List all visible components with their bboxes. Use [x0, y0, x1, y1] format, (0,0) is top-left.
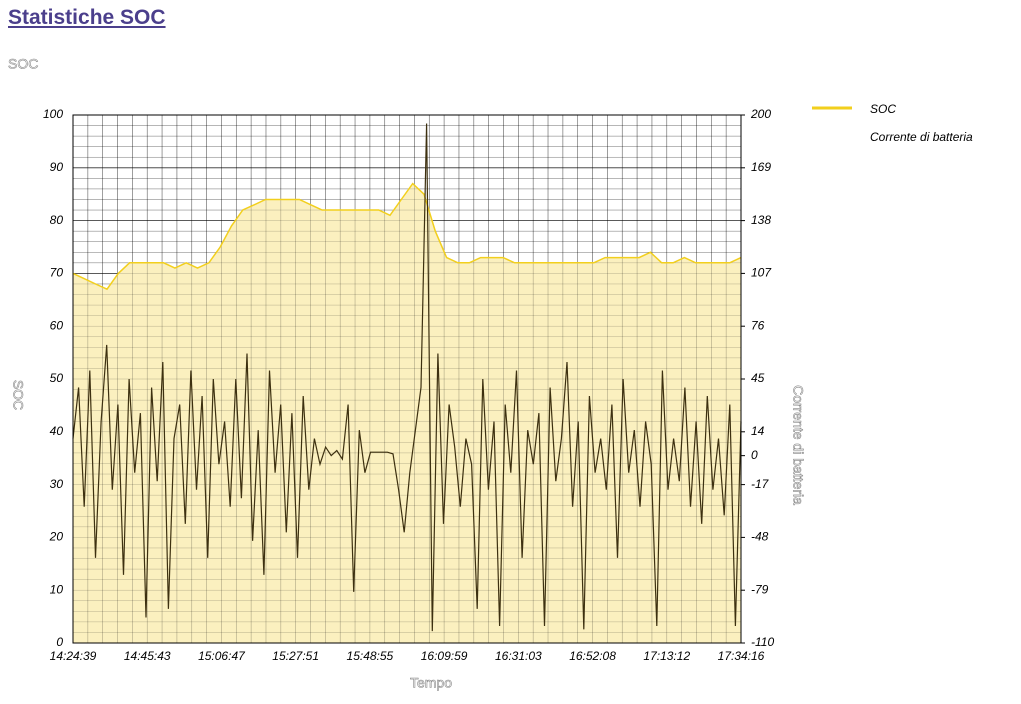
y2-tick-label: 45 [751, 371, 765, 385]
y2-tick-label: 138 [751, 213, 771, 227]
series-line [72, 182, 742, 291]
y-tick-label: 20 [49, 530, 64, 544]
y-tick-label: 0 [56, 635, 63, 649]
x-tick-label: 16:09:59 [421, 649, 468, 663]
y-tick-label: 50 [50, 371, 64, 385]
y2-tick-label: 76 [751, 318, 765, 332]
y2-axis-label: Corrente di batteria [790, 385, 806, 505]
legend-label: Corrente di batteria [870, 130, 973, 144]
y-tick-label: 60 [50, 318, 64, 332]
x-tick-label: 14:45:43 [124, 649, 171, 663]
area [73, 183, 741, 643]
x-tick-label: 15:06:47 [198, 649, 246, 663]
page-title: Statistiche SOC [8, 6, 166, 29]
x-axis-label: Tempo [410, 675, 452, 691]
y2-tick-label: -79 [751, 582, 769, 596]
y2-tick-label: 200 [750, 107, 771, 121]
y2-tick-label: 107 [751, 266, 772, 280]
y-tick-label: 30 [50, 477, 64, 491]
y-tick-label: 80 [50, 213, 64, 227]
x-tick-label: 17:13:12 [643, 649, 690, 663]
y2-tick-label: 169 [751, 160, 771, 174]
y2-tick-label: -48 [751, 530, 769, 544]
series-line [72, 123, 742, 632]
y-tick-label: 90 [50, 160, 64, 174]
x-tick-label: 15:27:51 [272, 649, 319, 663]
x-tick-label: 14:24:39 [50, 649, 97, 663]
x-tick-label: 15:48:55 [347, 649, 394, 663]
y2-tick-label: 0 [751, 448, 758, 462]
y2-tick-label: 14 [751, 424, 765, 438]
y2-tick-label: -17 [751, 477, 770, 491]
x-tick-label: 17:34:16 [718, 649, 765, 663]
y-tick-label: 40 [50, 424, 64, 438]
x-tick-label: 16:31:03 [495, 649, 542, 663]
legend-label: SOC [870, 102, 896, 116]
y2-tick-label: -110 [751, 635, 774, 649]
subtitle: SOC [8, 56, 38, 72]
x-tick-label: 16:52:08 [569, 649, 616, 663]
y-tick-label: 10 [50, 582, 64, 596]
y-tick-label: 70 [50, 266, 64, 280]
y-tick-label: 100 [43, 107, 63, 121]
plot-border [72, 114, 742, 644]
y-axis-label: SOC [10, 380, 26, 410]
